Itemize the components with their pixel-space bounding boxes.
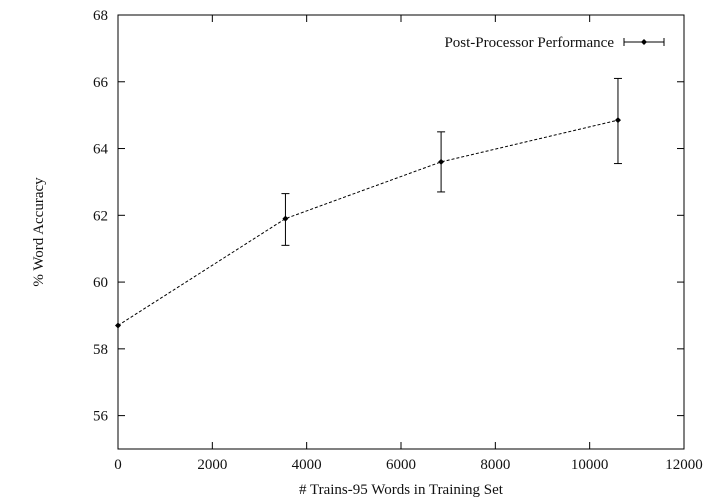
- x-tick-label: 0: [114, 457, 122, 473]
- x-tick-label: 8000: [480, 457, 510, 473]
- x-tick-label: 12000: [665, 457, 703, 473]
- y-tick-label: 66: [93, 75, 109, 91]
- y-tick-label: 56: [93, 409, 109, 425]
- y-tick-label: 60: [93, 275, 108, 291]
- series-line: [117, 119, 619, 326]
- x-axis-label: # Trains-95 Words in Training Set: [299, 482, 504, 498]
- y-tick-label: 68: [93, 8, 108, 24]
- data-point: [438, 158, 445, 165]
- legend-label: Post-Processor Performance: [444, 35, 614, 51]
- y-tick-label: 58: [93, 342, 108, 358]
- x-tick-label: 10000: [571, 457, 609, 473]
- data-point: [115, 322, 121, 329]
- x-tick-label: 6000: [386, 457, 416, 473]
- legend: Post-Processor Performance: [444, 35, 665, 51]
- x-axis-ticks: 0 2000 4000 6000 8000 10000 12000: [114, 15, 703, 473]
- y-axis-ticks: 56 58 60 62 64 66 68: [93, 8, 684, 425]
- y-tick-label: 64: [93, 142, 109, 158]
- y-tick-label: 62: [93, 208, 108, 224]
- data-point: [614, 117, 621, 124]
- series-layer: [115, 77, 622, 329]
- legend-marker: [641, 39, 647, 45]
- x-tick-label: 2000: [197, 457, 227, 473]
- legend-sample: [623, 38, 665, 46]
- data-point: [282, 215, 289, 222]
- plot-frame: [117, 14, 685, 450]
- y-axis-label: % Word Accuracy: [31, 177, 47, 287]
- x-tick-label: 4000: [292, 457, 322, 473]
